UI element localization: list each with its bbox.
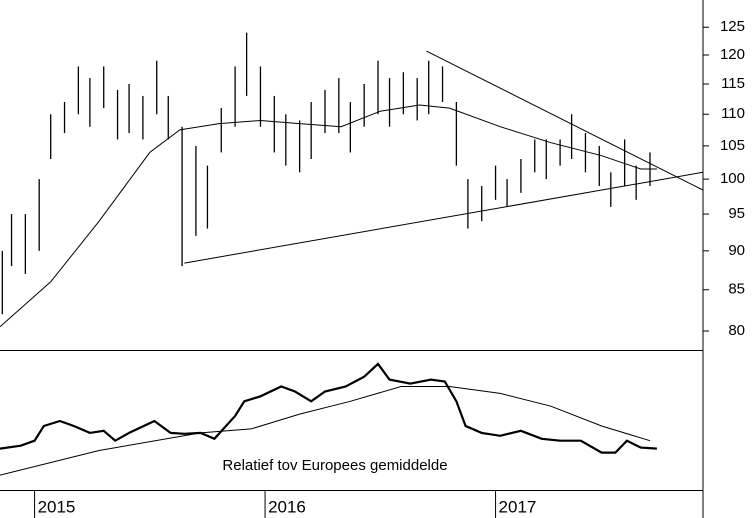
y-tick-label: 80: [728, 322, 745, 339]
relative-strength-line: [0, 386, 651, 476]
annotation: Relatief tov Europees gemiddelde: [222, 457, 447, 474]
y-tick-label: 110: [721, 105, 745, 122]
y-tick-label: 115: [721, 75, 745, 92]
y-tick-label: 90: [728, 242, 745, 259]
x-tick-label: 2017: [499, 497, 537, 516]
trendline: [184, 171, 704, 264]
y-tick-label: 105: [720, 137, 745, 154]
x-tick-label: 2015: [38, 497, 76, 516]
trendline: [426, 50, 704, 191]
y-tick-label: 85: [728, 281, 745, 298]
y-tick-label: 100: [720, 170, 745, 187]
x-tick-label: 2016: [268, 497, 306, 516]
y-tick-label: 125: [720, 18, 745, 35]
y-tick-label: 95: [728, 205, 745, 222]
y-tick-label: 120: [720, 46, 745, 63]
moving-average: [0, 104, 657, 328]
relative-strength-line: [0, 362, 657, 454]
